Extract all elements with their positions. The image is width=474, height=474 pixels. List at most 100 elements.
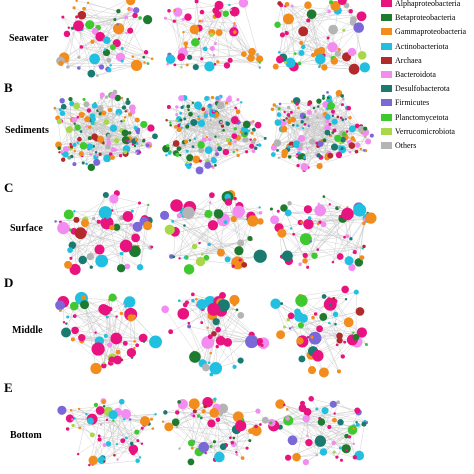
network-node	[131, 143, 135, 146]
network-node	[119, 311, 124, 316]
edge	[200, 129, 245, 143]
network-node	[201, 107, 206, 112]
network-node	[132, 12, 138, 19]
nodes	[272, 0, 370, 75]
network-node	[235, 148, 239, 152]
network-node	[207, 361, 211, 365]
network-node	[166, 62, 169, 66]
network-node	[96, 74, 99, 77]
network-node	[131, 233, 141, 243]
edge	[113, 198, 126, 244]
network-node	[311, 52, 316, 58]
edge	[334, 452, 355, 458]
network-node	[116, 264, 126, 273]
network-node	[290, 116, 296, 123]
network-node	[344, 298, 348, 301]
network-node	[270, 152, 276, 157]
network-node	[73, 102, 81, 110]
network-node	[98, 152, 102, 156]
network-node	[303, 115, 306, 119]
edge	[87, 2, 117, 44]
network-node	[109, 194, 119, 204]
edge	[290, 58, 334, 63]
network-node	[93, 402, 99, 408]
edge	[178, 401, 203, 450]
network-node	[60, 103, 67, 110]
network-node	[99, 92, 105, 98]
edge	[301, 217, 371, 223]
edge	[97, 27, 147, 53]
network-node	[102, 36, 111, 44]
network-node	[324, 124, 331, 132]
edge	[161, 215, 210, 245]
network-node	[324, 129, 331, 136]
network-node	[83, 101, 90, 108]
network-node	[301, 127, 305, 130]
network-node	[161, 305, 169, 314]
network-node	[183, 264, 195, 275]
network-node	[189, 351, 201, 363]
network-node	[62, 146, 70, 153]
network-node	[303, 218, 314, 230]
network-node	[175, 119, 178, 122]
edge	[228, 99, 239, 156]
edge	[307, 411, 367, 423]
network-node	[95, 406, 105, 415]
legend-label: Desulfobacterota	[395, 84, 450, 94]
network-node	[59, 97, 65, 104]
network-node	[340, 94, 345, 98]
edge	[108, 411, 115, 456]
network-node	[284, 61, 288, 65]
edge	[62, 100, 130, 140]
edge	[292, 119, 331, 156]
network-node	[115, 349, 121, 355]
edge	[323, 196, 340, 208]
network-node	[201, 137, 207, 143]
network-node	[356, 327, 368, 338]
network-node	[123, 296, 136, 308]
network-node	[137, 201, 142, 205]
network-node	[202, 46, 208, 52]
network-node	[362, 149, 366, 152]
network-node	[190, 446, 194, 450]
network-node	[74, 227, 87, 240]
network-node	[209, 45, 215, 51]
network-node	[87, 136, 92, 141]
edge	[284, 118, 346, 156]
network-node	[283, 403, 286, 407]
network-node	[352, 333, 360, 341]
network-node	[306, 265, 310, 269]
legend-item: Bacteroidota	[381, 68, 474, 82]
network-node	[118, 153, 123, 158]
network-node	[311, 252, 318, 259]
edge	[194, 315, 241, 358]
network-node	[219, 443, 227, 451]
network-node	[91, 342, 105, 356]
network-node	[257, 218, 264, 225]
network-node	[89, 53, 101, 65]
network-node	[345, 234, 350, 239]
network-node	[69, 145, 74, 149]
network-node	[164, 224, 175, 235]
network-node	[299, 40, 304, 45]
legend-swatch	[381, 85, 392, 93]
network-node	[277, 1, 282, 6]
nodes	[57, 398, 157, 467]
network-node	[193, 137, 197, 140]
network-node	[332, 311, 339, 318]
edge	[104, 444, 141, 458]
network-node	[95, 254, 109, 268]
network-node	[163, 410, 168, 415]
network-node	[336, 332, 343, 340]
network-node	[197, 117, 201, 121]
network-node	[177, 400, 181, 404]
network-node	[233, 22, 236, 25]
network-node	[188, 398, 200, 410]
network-node	[335, 151, 343, 159]
network-node	[249, 143, 255, 149]
network-node	[210, 157, 217, 164]
edge	[65, 332, 112, 360]
edge	[193, 415, 226, 446]
network-node	[114, 94, 122, 102]
network-node	[133, 144, 137, 148]
